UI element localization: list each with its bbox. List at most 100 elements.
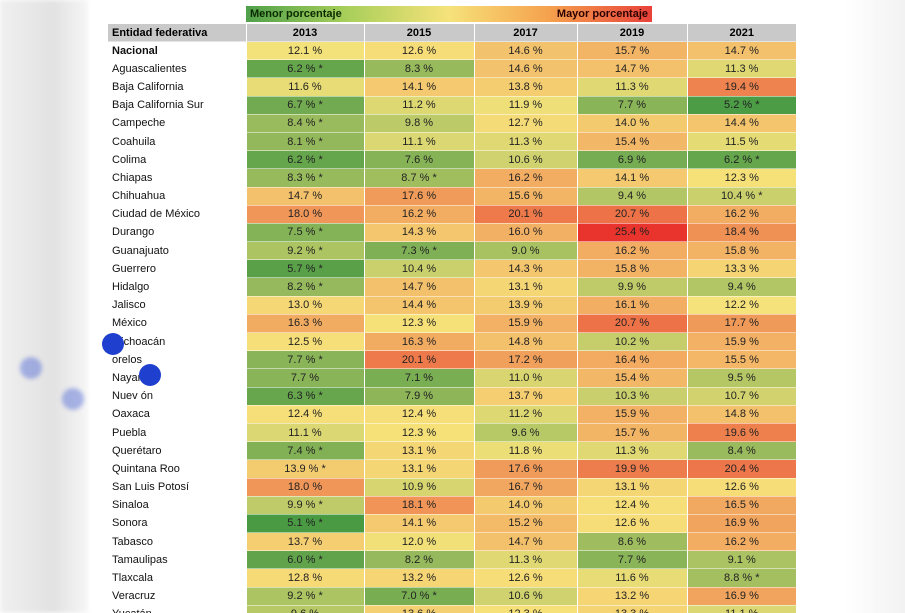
entity-name: Hidalgo — [108, 277, 246, 297]
value-cell: 11.3 % — [473, 550, 577, 569]
entity-name: Chihuahua — [108, 186, 246, 206]
value-cell: 16.0 % — [473, 222, 577, 242]
value-cell: 12.0 % — [363, 532, 474, 551]
value-cell: 9.9 % — [576, 277, 687, 297]
value-cell: 6.0 % * — [245, 550, 364, 569]
value-cell: 11.5 % — [686, 131, 796, 151]
value-cell: 6.9 % — [576, 150, 687, 169]
entity-name: Guerrero — [108, 259, 246, 278]
table-row: Hidalgo 8.2 % * 14.7 % 13.1 % 9.9 % 9.4 % — [108, 277, 796, 297]
entity-name: Puebla — [108, 422, 246, 442]
header-2019: 2019 — [576, 24, 687, 42]
value-cell: 15.4 % — [576, 131, 687, 151]
legend-low-label: Menor porcentaje — [250, 8, 342, 20]
value-cell: 13.1 % — [363, 459, 474, 478]
value-cell: 12.6 % — [473, 568, 577, 588]
value-cell: 17.7 % — [686, 313, 796, 333]
value-cell: 11.1 % — [686, 604, 796, 613]
value-cell: 14.7 % — [363, 277, 474, 297]
table-row: Coahuila 8.1 % * 11.1 % 11.3 % 15.4 % 11.5 % — [108, 131, 796, 151]
value-cell: 11.0 % — [473, 368, 577, 388]
value-cell: 14.7 % — [473, 532, 577, 551]
value-cell: 8.3 % * — [245, 168, 364, 187]
value-cell: 14.1 % — [363, 77, 474, 97]
value-cell: 11.2 % — [473, 404, 577, 424]
entity-name: Michoacán — [108, 331, 246, 351]
value-cell: 8.2 % * — [245, 277, 364, 297]
value-cell: 13.8 % — [473, 77, 577, 97]
value-cell: 13.1 % — [576, 477, 687, 497]
value-cell: 15.4 % — [576, 368, 687, 388]
value-cell: 12.5 % — [245, 331, 364, 351]
value-cell: 12.4 % — [363, 404, 474, 424]
value-cell: 6.7 % * — [245, 95, 364, 115]
annotation-dot-blurred — [62, 388, 84, 410]
value-cell: 9.4 % — [576, 186, 687, 206]
value-cell: 16.2 % — [576, 241, 687, 260]
value-cell: 15.5 % — [686, 350, 796, 369]
value-cell: 5.2 % * — [686, 95, 796, 115]
table-row: Nacional 12.1 % 12.6 % 14.6 % 15.7 % 14.7 % — [108, 40, 796, 60]
value-cell: 16.4 % — [576, 350, 687, 369]
value-cell: 15.6 % — [473, 186, 577, 206]
value-cell: 11.6 % — [245, 77, 364, 97]
value-cell: 9.2 % * — [245, 586, 364, 606]
entity-name: Querétaro — [108, 441, 246, 460]
table-row: Tlaxcala 12.8 % 13.2 % 12.6 % 11.6 % 8.8 % * — [108, 568, 796, 588]
value-cell: 13.0 % — [245, 295, 364, 315]
value-cell: 14.0 % — [473, 495, 577, 515]
value-cell: 11.3 % — [576, 77, 687, 97]
table-row: Guanajuato 9.2 % * 7.3 % * 9.0 % 16.2 % 15.8 … — [108, 241, 796, 260]
value-cell: 16.2 % — [686, 204, 796, 224]
table-row: Veracruz 9.2 % * 7.0 % * 10.6 % 13.2 % 16.9 % — [108, 586, 796, 606]
table-row: México 16.3 % 12.3 % 15.9 % 20.7 % 17.7 % — [108, 313, 796, 333]
table-row: Tabasco 13.7 % 12.0 % 14.7 % 8.6 % 16.2 % — [108, 532, 796, 551]
entity-name: Nuev ón — [108, 386, 246, 406]
value-cell: 12.6 % — [363, 40, 474, 60]
value-cell: 14.7 % — [245, 186, 364, 206]
value-cell: 16.5 % — [686, 495, 796, 515]
value-cell: 10.9 % — [363, 477, 474, 497]
value-cell: 8.4 % — [686, 441, 796, 460]
color-scale-legend: Menor porcentaje Mayor porcentaje — [246, 6, 652, 22]
value-cell: 13.3 % — [686, 259, 796, 278]
value-cell: 12.4 % — [576, 495, 687, 515]
value-cell: 9.6 % — [245, 604, 364, 613]
value-cell: 7.9 % — [363, 386, 474, 406]
value-cell: 14.7 % — [686, 40, 796, 60]
value-cell: 15.8 % — [686, 241, 796, 260]
blurred-background-right — [845, 0, 905, 613]
table-row: Oaxaca 12.4 % 12.4 % 11.2 % 15.9 % 14.8 % — [108, 404, 796, 424]
table-body: Nacional 12.1 % 12.6 % 14.6 % 15.7 % 14.7 % Ag… — [108, 40, 796, 613]
heatmap-table: Entidad federativa 2013 2015 2017 2019 2… — [108, 24, 796, 613]
value-cell: 5.1 % * — [245, 513, 364, 533]
table-row: Chiapas 8.3 % * 8.7 % * 16.2 % 14.1 % 12.3 % — [108, 168, 796, 187]
value-cell: 10.7 % — [686, 386, 796, 406]
value-cell: 15.7 % — [576, 422, 687, 442]
value-cell: 8.1 % * — [245, 131, 364, 151]
value-cell: 14.8 % — [686, 404, 796, 424]
value-cell: 7.0 % * — [363, 586, 474, 606]
header-2015: 2015 — [363, 24, 474, 42]
value-cell: 13.7 % — [473, 386, 577, 406]
value-cell: 15.8 % — [576, 259, 687, 278]
value-cell: 8.7 % * — [363, 168, 474, 187]
value-cell: 12.6 % — [686, 477, 796, 497]
value-cell: 6.3 % * — [245, 386, 364, 406]
annotation-dot — [102, 333, 124, 355]
entity-name: Guanajuato — [108, 241, 246, 260]
value-cell: 7.4 % * — [245, 441, 364, 460]
value-cell: 20.7 % — [576, 204, 687, 224]
entity-name: Baja California — [108, 77, 246, 97]
value-cell: 9.9 % * — [245, 495, 364, 515]
table-row: Quintana Roo 13.9 % * 13.1 % 17.6 % 19.9 % 20… — [108, 459, 796, 478]
value-cell: 11.6 % — [576, 568, 687, 588]
value-cell: 11.9 % — [473, 95, 577, 115]
value-cell: 9.2 % * — [245, 241, 364, 260]
entity-name: Coahuila — [108, 131, 246, 151]
value-cell: 9.0 % — [473, 241, 577, 260]
value-cell: 14.6 % — [473, 40, 577, 60]
value-cell: 10.4 % — [363, 259, 474, 278]
value-cell: 13.1 % — [473, 277, 577, 297]
value-cell: 12.3 % — [363, 422, 474, 442]
